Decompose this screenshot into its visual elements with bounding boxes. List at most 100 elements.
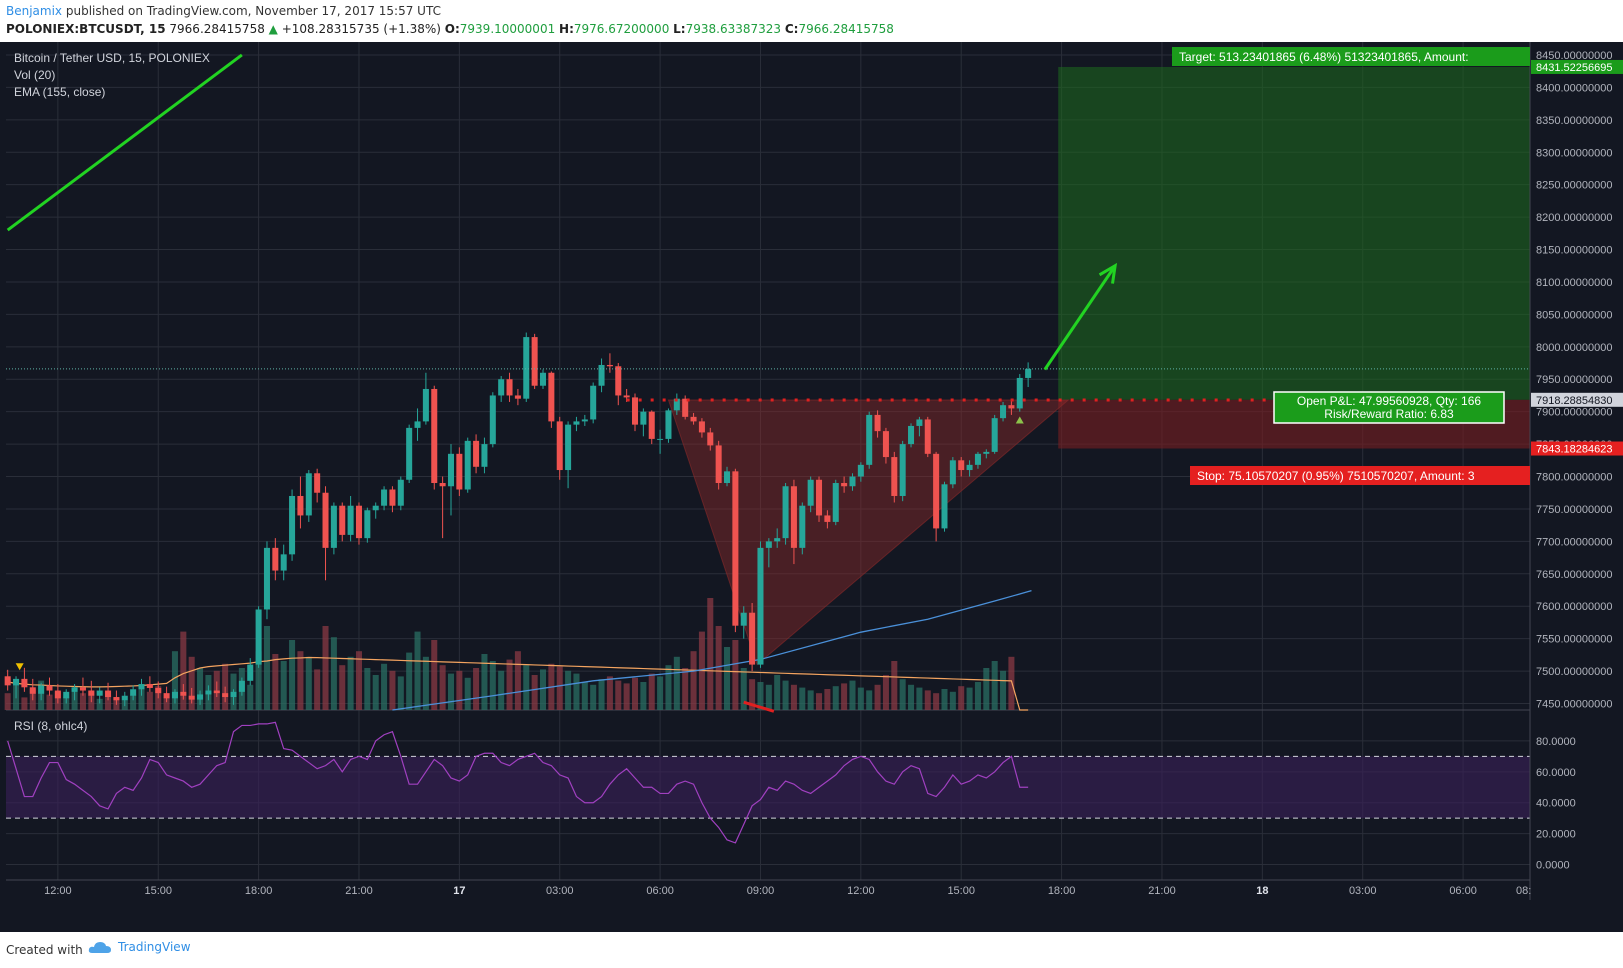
- target-zone: [1058, 66, 1530, 400]
- candle-body: [406, 427, 413, 480]
- candle-body: [866, 414, 873, 465]
- price-tick-label: 8100.00000000: [1536, 277, 1612, 289]
- rsi-tick-label: 40.0000: [1536, 798, 1576, 810]
- candle-body: [397, 479, 404, 506]
- candle-body: [673, 398, 680, 411]
- candle-body: [941, 484, 948, 529]
- candle-body: [222, 693, 229, 698]
- price-chart[interactable]: 8450.00000000 8400.00000000 8350.00000000 8…: [0, 42, 1623, 932]
- time-tick-label: 08:: [1516, 885, 1531, 897]
- candle-body: [682, 398, 689, 417]
- candle-body: [322, 492, 329, 548]
- volume-bar: [531, 675, 538, 710]
- legend-volume: Vol (20): [14, 68, 55, 82]
- volume-bar: [874, 684, 881, 710]
- time-tick-label: 18: [1256, 885, 1268, 897]
- drawings[interactable]: [6, 53, 1530, 713]
- volume-bar: [933, 693, 940, 710]
- candle-body: [916, 419, 923, 426]
- candle-body: [180, 691, 187, 696]
- candle-body: [816, 479, 823, 516]
- volume-bar: [272, 654, 279, 710]
- candle-body: [414, 421, 421, 428]
- candle-body: [882, 431, 889, 458]
- volume-bar: [899, 679, 906, 710]
- candle-body: [598, 364, 605, 386]
- breakout-arrow-line: [1043, 264, 1117, 371]
- time-tick-label: 12:00: [847, 885, 875, 897]
- volume-bar: [882, 675, 889, 710]
- current-price-label: 7918.28854830: [1536, 395, 1612, 407]
- volume-ma-line: [7, 656, 1029, 711]
- price-tick-label: 8450.00000000: [1536, 50, 1612, 62]
- last-price: 7966.28415758: [169, 22, 265, 36]
- candle-body: [966, 464, 973, 471]
- volume-bar: [130, 694, 137, 710]
- volume-bar: [749, 679, 756, 710]
- candle-body: [255, 609, 262, 665]
- tradingview-link[interactable]: TradingView: [88, 940, 191, 954]
- volume-bar: [682, 668, 689, 710]
- time-axis[interactable]: 12:00 15:00 18:00 21:00 17 03:00 06:00 09:00 12:…: [6, 879, 1531, 897]
- volume-bar: [991, 661, 998, 710]
- volume-bar: [974, 682, 981, 710]
- rsi-tick-label: 0.0000: [1536, 860, 1570, 872]
- candle-body: [314, 473, 321, 493]
- volume-bar: [983, 668, 990, 710]
- tradingview-brand: TradingView: [118, 940, 191, 954]
- volume-bar: [866, 690, 873, 710]
- volume-bar: [891, 661, 898, 710]
- candle-body: [464, 440, 471, 490]
- created-with-text: Created with: [6, 943, 83, 957]
- symbol-label: POLONIEX:BTCUSDT, 15: [6, 22, 166, 36]
- candle-body: [272, 547, 279, 571]
- volume-bar: [849, 680, 856, 710]
- volume-bar: [565, 670, 572, 710]
- rsi-polyline: [7, 721, 1029, 844]
- candle-body: [1025, 368, 1032, 378]
- legend-title: Bitcoin / Tether USD, 15, POLONIEX: [14, 51, 210, 65]
- candle-body: [498, 379, 505, 396]
- price-tick-label: 8350.00000000: [1536, 115, 1612, 127]
- candle-body: [857, 464, 864, 477]
- price-axis[interactable]: 8450.00000000 8400.00000000 8350.00000000 8…: [1529, 42, 1623, 900]
- volume-bar: [339, 665, 346, 710]
- candle-body: [88, 690, 95, 696]
- volume-bar: [255, 651, 262, 710]
- rsi-band-fill: [6, 756, 1530, 819]
- time-tick-label: 12:00: [44, 885, 72, 897]
- candle-body: [21, 678, 28, 688]
- candle-body: [974, 453, 981, 465]
- candle-body: [581, 419, 588, 422]
- price-tick-label: 8400.00000000: [1536, 82, 1612, 94]
- candle-body: [481, 444, 488, 467]
- close-value: 7966.28415758: [798, 22, 894, 36]
- time-tick-label: 09:00: [747, 885, 775, 897]
- author-link[interactable]: Benjamix: [6, 4, 63, 18]
- candle-body: [63, 691, 70, 699]
- target-label: Target: 513.23401865 (6.48%) 51323401865…: [1172, 47, 1530, 66]
- candle-body: [280, 554, 287, 571]
- candle-body: [757, 547, 764, 665]
- rsi-pane: [6, 721, 1530, 844]
- candle-body: [13, 678, 20, 686]
- target-label-text: Target: 513.23401865 (6.48%) 51323401865…: [1179, 50, 1469, 64]
- candle-body: [489, 395, 496, 445]
- volume-bar: [514, 651, 521, 710]
- candles: [4, 332, 1032, 707]
- volume-bar: [539, 669, 547, 710]
- red-mark: [743, 700, 775, 713]
- up-arrow-icon: ▲: [268, 22, 278, 36]
- price-tick-label: 7750.00000000: [1536, 504, 1612, 516]
- position-tool[interactable]: [1058, 66, 1530, 449]
- time-tick-label: 18:00: [245, 885, 273, 897]
- volume-bar: [690, 651, 697, 710]
- candle-body: [146, 684, 153, 688]
- volume-bar: [841, 683, 848, 710]
- candle-body: [1016, 377, 1023, 409]
- candle-body: [473, 440, 480, 467]
- publish-info: Benjamix published on TradingView.com, N…: [6, 4, 441, 18]
- volume-bar: [556, 666, 563, 710]
- candle-body: [330, 505, 337, 548]
- volume-bar: [447, 673, 454, 710]
